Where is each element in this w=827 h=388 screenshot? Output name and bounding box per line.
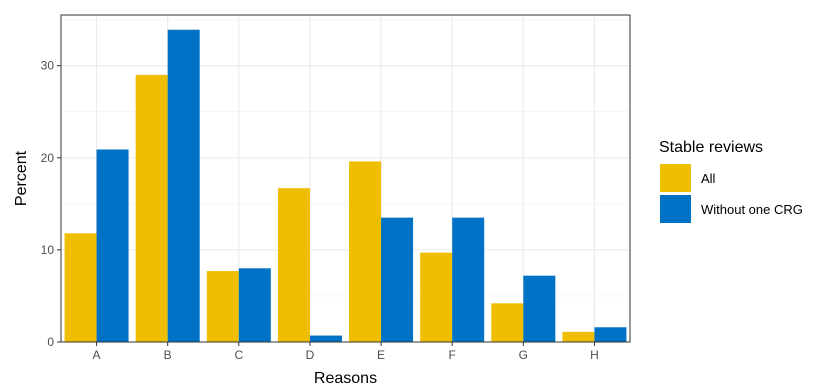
x-axis-title: Reasons: [314, 370, 377, 387]
x-tick-label: G: [519, 348, 528, 362]
bar-d-without-one-crg: [309, 335, 342, 342]
bar-f-all: [420, 252, 453, 342]
x-tick-label: A: [93, 348, 101, 362]
x-tick-label: C: [234, 348, 243, 362]
x-axis: A B C D E F G H: [93, 342, 599, 362]
legend: Stable reviews All Without one CRG: [659, 139, 803, 223]
x-tick-label: D: [306, 348, 315, 362]
bar-h-all: [562, 331, 595, 342]
bar-h-without-one-crg: [594, 327, 627, 342]
bar-c-without-one-crg: [238, 268, 271, 342]
y-axis-title: Percent: [13, 150, 30, 206]
bar-d-all: [277, 188, 310, 342]
x-tick-label: B: [164, 348, 172, 362]
bar-b-without-one-crg: [167, 29, 200, 342]
bar-a-all: [64, 233, 97, 342]
bar-g-all: [491, 303, 524, 342]
legend-swatch-without-one-crg: [660, 195, 691, 223]
bars-group: [64, 29, 627, 343]
panel-border: [60, 14, 631, 343]
y-tick-label: 0: [47, 335, 54, 349]
legend-label-all: All: [701, 171, 716, 186]
legend-title: Stable reviews: [659, 139, 763, 156]
y-axis: 0 10 20 30: [41, 59, 61, 349]
bar-c-all: [206, 271, 239, 342]
y-tick-label: 30: [41, 59, 55, 73]
bar-e-all: [349, 161, 382, 342]
x-tick-label: E: [377, 348, 385, 362]
y-tick-label: 20: [41, 151, 55, 165]
legend-label-without-one-crg: Without one CRG: [701, 202, 803, 217]
bar-e-without-one-crg: [381, 217, 414, 342]
x-tick-label: F: [449, 348, 456, 362]
bar-f-without-one-crg: [452, 217, 485, 342]
legend-swatch-all: [660, 164, 691, 192]
bar-g-without-one-crg: [523, 275, 556, 342]
bar-b-all: [135, 74, 168, 343]
y-tick-label: 10: [41, 243, 55, 257]
x-tick-label: H: [590, 348, 599, 362]
bar-a-without-one-crg: [96, 149, 129, 342]
